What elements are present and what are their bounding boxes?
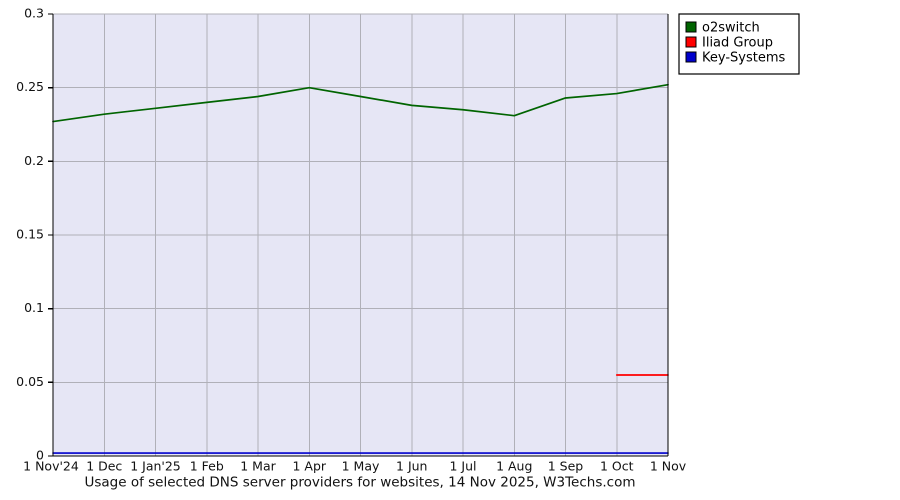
- legend-swatch-iliad-group: [685, 36, 697, 48]
- x-tick-label: 1 Mar: [240, 459, 276, 474]
- x-tick-label: 1 Aug: [496, 459, 532, 474]
- y-tick-label: 0.1: [24, 300, 44, 315]
- chart-title: Usage of selected DNS server providers f…: [84, 475, 635, 491]
- x-tick-label: 1 Feb: [190, 459, 224, 474]
- y-axis-ticks: 0 0.05 0.1 0.15 0.2 0.25 0.3: [16, 6, 53, 463]
- series-line-o2switch: [52, 83, 669, 123]
- x-tick-label: 1 Apr: [292, 459, 326, 474]
- x-tick-label: 1 Oct: [600, 459, 634, 474]
- legend-box: [678, 13, 800, 75]
- legend-label-iliad-group: Iliad Group: [702, 36, 773, 51]
- x-tick-label: 1 Jan'25: [130, 459, 181, 474]
- x-gridlines: [103, 14, 669, 456]
- y-tick-label: 0.2: [24, 153, 44, 168]
- x-tick-label: 1 Jun: [396, 459, 427, 474]
- x-tick-label: 1 Jul: [449, 459, 476, 474]
- y-tick-label: 0.25: [16, 79, 44, 94]
- legend-swatch-key-systems: [685, 51, 697, 63]
- x-tick-label: 1 May: [342, 459, 380, 474]
- y-tick-label: 0.15: [16, 227, 44, 242]
- x-tick-label: 1 Sep: [548, 459, 584, 474]
- x-tick-label: 1 Nov'24: [23, 459, 79, 474]
- x-tick-label: 1 Nov: [650, 459, 687, 474]
- y-tick-label: 0.05: [16, 374, 44, 389]
- x-axis-ticks: 1 Nov'24 1 Dec 1 Jan'25 1 Feb 1 Mar 1 Apr 1 Ma…: [23, 459, 687, 474]
- legend-swatch-o2switch: [685, 21, 697, 33]
- y-tick-label: 0: [36, 448, 44, 463]
- series-lines: [52, 83, 669, 454]
- x-tick-label: 1 Dec: [86, 459, 122, 474]
- legend-label-key-systems: Key-Systems: [702, 51, 786, 66]
- y-tick-label: 0.3: [24, 6, 44, 21]
- legend-label-o2switch: o2switch: [702, 21, 760, 36]
